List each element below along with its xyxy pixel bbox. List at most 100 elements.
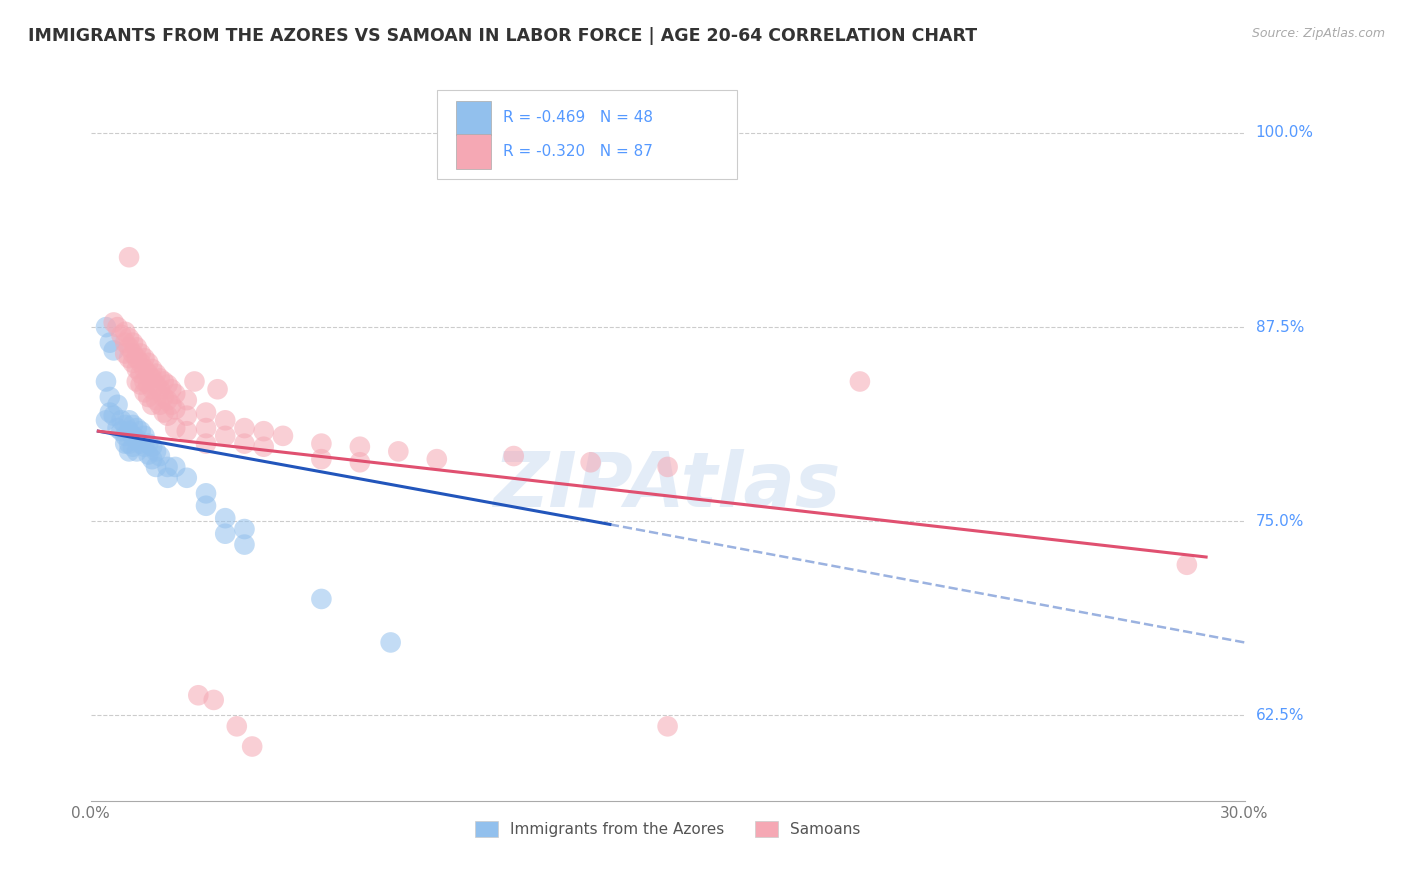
Point — [165, 402, 187, 417]
Point — [145, 444, 167, 458]
Point — [141, 398, 163, 412]
Point — [233, 436, 256, 450]
Text: R = -0.469   N = 48: R = -0.469 N = 48 — [502, 111, 652, 125]
Point — [202, 693, 225, 707]
Point — [349, 455, 371, 469]
Point — [849, 375, 872, 389]
Point — [118, 413, 141, 427]
Point — [136, 390, 159, 404]
Point — [125, 351, 148, 366]
Point — [110, 327, 132, 342]
Point — [349, 440, 371, 454]
Point — [253, 424, 276, 438]
Point — [214, 526, 236, 541]
Point — [136, 356, 159, 370]
Point — [110, 413, 132, 427]
Point — [129, 356, 152, 370]
Point — [118, 250, 141, 264]
Point — [214, 429, 236, 443]
Point — [145, 459, 167, 474]
Text: R = -0.320   N = 87: R = -0.320 N = 87 — [502, 144, 652, 159]
Point — [118, 340, 141, 354]
Point — [156, 459, 179, 474]
Point — [125, 375, 148, 389]
Point — [176, 409, 198, 423]
Point — [214, 413, 236, 427]
Point — [149, 449, 172, 463]
Point — [122, 335, 145, 350]
Point — [122, 417, 145, 432]
Point — [240, 739, 263, 754]
Point — [156, 393, 179, 408]
FancyBboxPatch shape — [437, 90, 737, 179]
Point — [122, 356, 145, 370]
Point — [125, 362, 148, 376]
Point — [311, 436, 333, 450]
FancyBboxPatch shape — [457, 134, 491, 169]
Text: ZIPAtlas: ZIPAtlas — [494, 450, 841, 524]
Point — [152, 406, 174, 420]
Text: 100.0%: 100.0% — [1256, 126, 1313, 140]
Point — [145, 393, 167, 408]
Point — [94, 320, 117, 334]
Point — [657, 459, 679, 474]
Point — [107, 421, 129, 435]
Point — [107, 320, 129, 334]
Point — [141, 440, 163, 454]
Point — [176, 393, 198, 408]
Point — [207, 382, 229, 396]
Point — [176, 424, 198, 438]
Point — [165, 459, 187, 474]
Point — [118, 436, 141, 450]
Point — [387, 444, 409, 458]
Point — [129, 436, 152, 450]
Point — [214, 511, 236, 525]
Point — [657, 719, 679, 733]
Point — [311, 591, 333, 606]
Point — [114, 335, 136, 350]
Point — [225, 719, 247, 733]
Point — [122, 440, 145, 454]
Point — [149, 382, 172, 396]
Point — [134, 375, 156, 389]
Point — [165, 387, 187, 401]
Point — [160, 382, 183, 396]
Legend: Immigrants from the Azores, Samoans: Immigrants from the Azores, Samoans — [468, 815, 866, 843]
Text: 87.5%: 87.5% — [1256, 319, 1303, 334]
Point — [122, 346, 145, 360]
Point — [129, 346, 152, 360]
Point — [160, 398, 183, 412]
Point — [134, 429, 156, 443]
Point — [118, 424, 141, 438]
Text: 62.5%: 62.5% — [1256, 708, 1305, 723]
Point — [134, 362, 156, 376]
Point — [134, 351, 156, 366]
Text: Source: ZipAtlas.com: Source: ZipAtlas.com — [1251, 27, 1385, 40]
Point — [125, 340, 148, 354]
Point — [110, 424, 132, 438]
Point — [114, 417, 136, 432]
Point — [114, 325, 136, 339]
Point — [195, 421, 218, 435]
Point — [122, 429, 145, 443]
Point — [145, 377, 167, 392]
Point — [195, 406, 218, 420]
Point — [114, 436, 136, 450]
Point — [118, 331, 141, 345]
Point — [107, 398, 129, 412]
Point — [152, 375, 174, 389]
Point — [129, 424, 152, 438]
Point — [118, 444, 141, 458]
Point — [271, 429, 294, 443]
Point — [311, 452, 333, 467]
Point — [579, 455, 602, 469]
Point — [103, 409, 125, 423]
Point — [134, 385, 156, 400]
Point — [136, 367, 159, 381]
Point — [165, 421, 187, 435]
Point — [125, 432, 148, 446]
Point — [233, 538, 256, 552]
Point — [141, 452, 163, 467]
Point — [426, 452, 449, 467]
Point — [141, 371, 163, 385]
